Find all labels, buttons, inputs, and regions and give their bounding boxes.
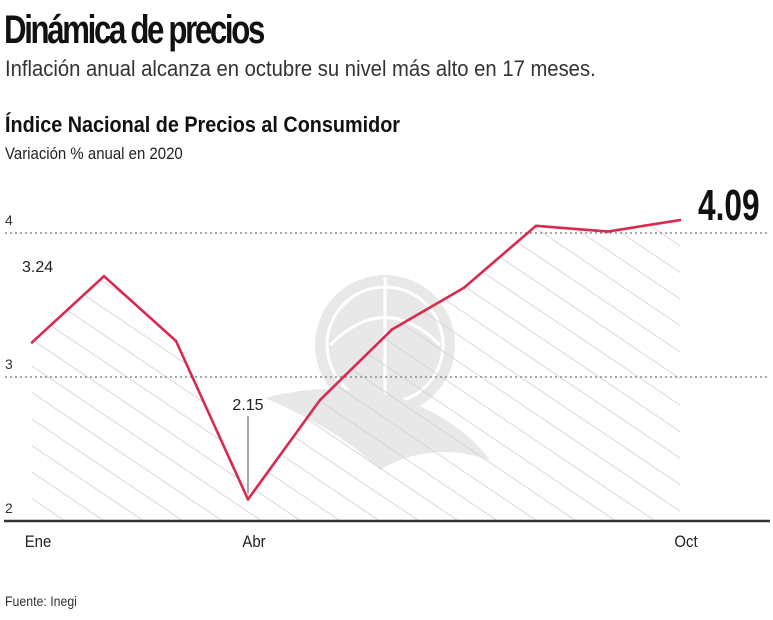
chart-subtitle: Variación % anual en 2020 [5,144,183,163]
data-point-sep [606,230,610,233]
page-title: Dinámica de precios [4,8,265,52]
y-tick-label: 3 [5,356,13,372]
annotation-label-oct: 4.09 [698,181,760,230]
x-tick-label: Abr [242,533,266,551]
data-point-oct [678,218,682,222]
annotation-label-ene: 3.24 [22,259,53,276]
x-tick-label: Ene [25,533,52,551]
data-point-ago [534,224,538,228]
hatched-area [32,220,680,522]
data-point-jul [462,286,466,290]
data-point-feb [102,274,106,278]
data-point-ene [30,341,34,344]
annotation-label-abr: 2.15 [232,397,263,414]
data-point-jun [390,328,394,331]
page-subtitle: Inflación anual alcanza en octubre su ni… [5,56,596,81]
data-point-mar [174,339,178,343]
y-tick-label: 4 [5,212,13,228]
data-point-may [318,398,322,402]
source-note: Fuente: Inegi [5,593,77,609]
data-point-abr [246,498,250,501]
chart-title: Índice Nacional de Precios al Consumidor [5,112,401,137]
x-tick-label: Oct [674,533,698,551]
y-tick-label: 2 [5,500,13,516]
series-line-inflacion [31,218,681,501]
